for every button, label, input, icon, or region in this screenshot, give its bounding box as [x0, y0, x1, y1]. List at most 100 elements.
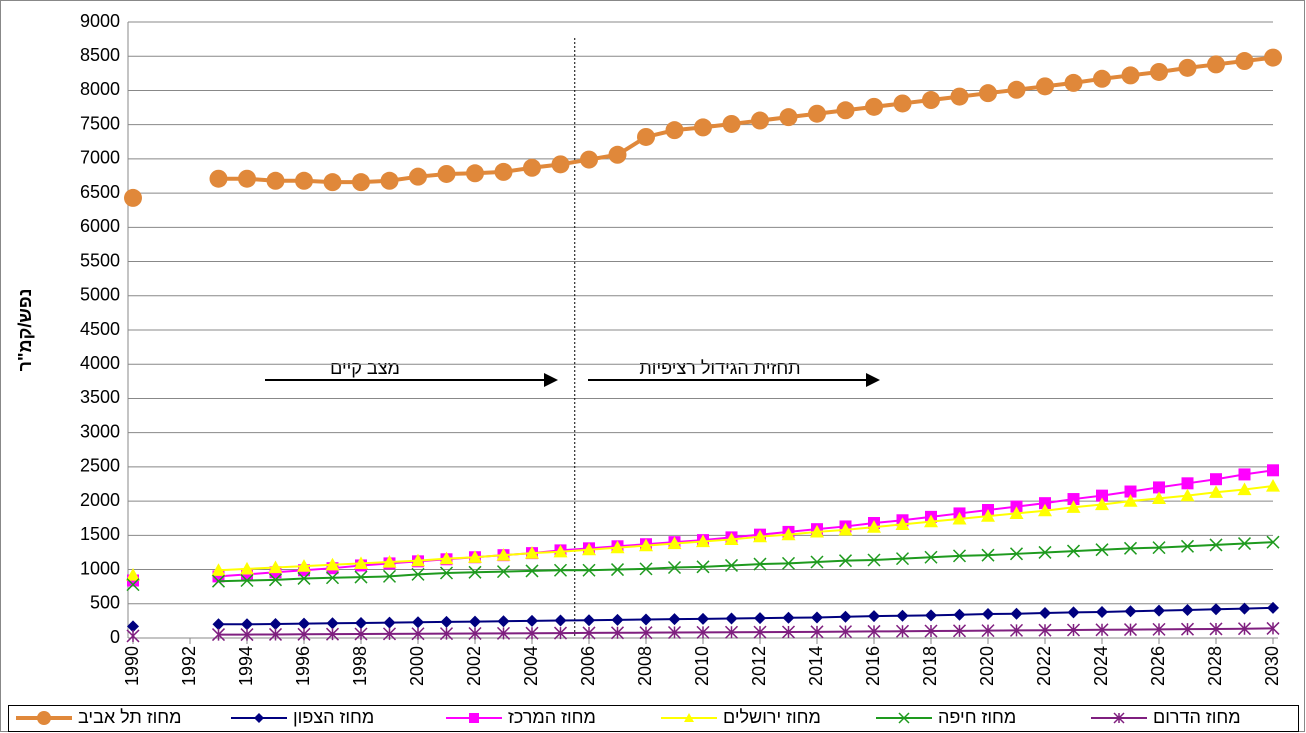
- y-tick-label: 500: [90, 593, 120, 613]
- point: [126, 629, 140, 643]
- point: [1009, 506, 1024, 520]
- point: [211, 574, 226, 588]
- point: [211, 563, 226, 576]
- point: [124, 188, 142, 207]
- x-tick-label: 2002: [464, 646, 484, 686]
- point: [839, 610, 852, 623]
- point: [1096, 489, 1108, 502]
- point: [1096, 605, 1108, 618]
- point: [553, 626, 568, 640]
- point: [238, 169, 256, 188]
- point: [553, 544, 568, 558]
- point: [684, 713, 694, 722]
- point: [1266, 621, 1280, 635]
- point: [439, 566, 454, 580]
- point: [354, 627, 368, 641]
- point: [754, 612, 766, 625]
- point: [298, 617, 310, 630]
- point: [1095, 497, 1109, 511]
- point: [924, 514, 938, 528]
- point: [639, 538, 653, 552]
- point: [1209, 622, 1223, 636]
- y-tick-label: 0: [110, 627, 120, 647]
- point: [412, 616, 424, 629]
- point: [553, 563, 568, 577]
- point: [1123, 623, 1138, 637]
- point: [496, 626, 511, 640]
- point: [209, 169, 228, 188]
- point: [1237, 622, 1252, 636]
- point: [1266, 535, 1280, 549]
- point: [1238, 468, 1251, 481]
- point: [724, 625, 739, 639]
- point: [637, 127, 655, 146]
- point: [354, 556, 368, 569]
- y-tick-label: 7500: [80, 113, 120, 133]
- point: [466, 164, 484, 183]
- point: [297, 559, 311, 572]
- y-tick-label: 4000: [80, 353, 120, 373]
- point: [895, 517, 910, 530]
- x-tick-label: 1996: [293, 646, 313, 686]
- point: [525, 626, 539, 640]
- y-tick-label: 1500: [80, 524, 120, 544]
- point: [781, 527, 796, 541]
- point: [753, 557, 767, 571]
- y-tick-label: 3500: [80, 387, 120, 407]
- arrow-head: [544, 373, 558, 387]
- point: [582, 542, 596, 556]
- point: [838, 522, 853, 536]
- y-tick-label: 7000: [80, 148, 120, 168]
- y-tick-label: 8500: [80, 45, 120, 65]
- point: [838, 625, 853, 639]
- arrow-head: [866, 373, 880, 387]
- point: [583, 614, 595, 627]
- point: [409, 167, 427, 186]
- point: [523, 158, 541, 177]
- point: [269, 617, 282, 630]
- point: [323, 173, 342, 192]
- point: [240, 561, 254, 575]
- y-tick-label: 9000: [80, 11, 120, 31]
- point: [953, 608, 966, 621]
- point: [668, 613, 681, 626]
- point: [1152, 622, 1166, 636]
- point: [1152, 541, 1166, 555]
- point: [240, 573, 254, 588]
- point: [808, 104, 826, 123]
- point: [895, 624, 910, 638]
- point: [1039, 607, 1051, 620]
- point: [525, 546, 539, 559]
- point: [468, 550, 482, 563]
- point: [469, 713, 479, 723]
- point: [952, 511, 967, 525]
- point: [867, 624, 881, 638]
- point: [1235, 52, 1254, 71]
- x-tick-label: 2016: [863, 646, 883, 686]
- x-tick-label: 2026: [1148, 646, 1168, 686]
- x-tick-label: 1998: [350, 646, 370, 686]
- point: [610, 540, 625, 554]
- legend-box: [8, 705, 1299, 732]
- legend-label: מחוז חיפה: [938, 707, 1016, 727]
- point: [468, 565, 482, 579]
- x-tick-label: 2010: [692, 646, 712, 686]
- point: [1266, 479, 1280, 492]
- x-tick-label: 2014: [806, 646, 826, 686]
- point: [867, 553, 881, 567]
- point: [982, 608, 994, 621]
- y-tick-label: 5500: [80, 250, 120, 270]
- point: [526, 614, 538, 627]
- point: [382, 555, 397, 568]
- point: [950, 87, 969, 106]
- point: [325, 557, 340, 571]
- point: [496, 548, 511, 561]
- point: [724, 532, 739, 546]
- point: [981, 624, 995, 638]
- point: [724, 558, 739, 572]
- annotation: מצב קיים: [330, 358, 400, 378]
- point: [868, 610, 880, 623]
- point: [582, 626, 596, 640]
- point: [722, 114, 741, 133]
